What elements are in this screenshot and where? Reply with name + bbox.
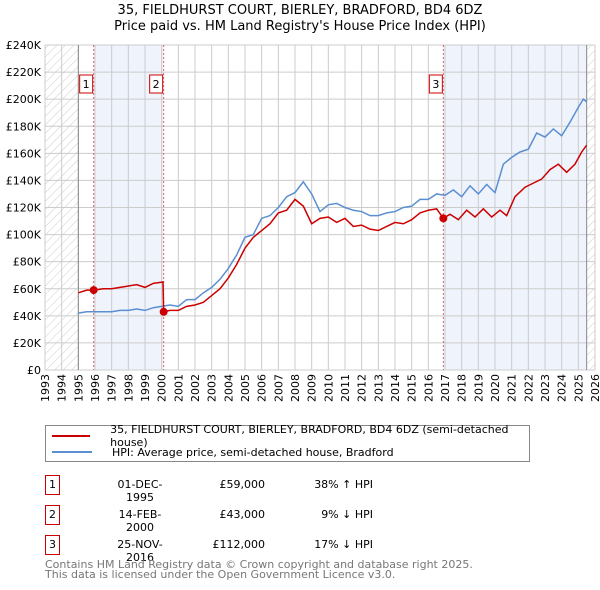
x-tick-label: 2015	[406, 374, 419, 402]
table-row: 1 01-DEC-1995 £59,000 38% ↑ HPI	[45, 475, 545, 504]
sale-label: 1	[83, 78, 90, 91]
y-tick-label: £160K	[6, 147, 42, 160]
x-tick-label: 2021	[506, 374, 519, 402]
y-tick-label: £180K	[6, 120, 42, 133]
sale-price: £112,000	[212, 538, 266, 551]
x-tick-label: 2011	[339, 374, 352, 402]
hpi-line	[78, 98, 588, 314]
y-tick-label: £40K	[13, 310, 42, 323]
x-tick-label: 2014	[389, 374, 402, 402]
sale-price: £43,000	[219, 508, 266, 521]
x-tick-label: 2022	[522, 374, 535, 402]
sale-badge: 1	[45, 475, 60, 495]
chart-title: 35, FIELDHURST COURT, BIERLEY, BRADFORD,…	[117, 3, 483, 18]
x-tick-label: 2002	[189, 374, 202, 402]
sale-date: 01-DEC-1995	[117, 478, 163, 504]
y-tick-label: £240K	[6, 39, 42, 52]
footer: Contains HM Land Registry data © Crown c…	[45, 558, 473, 581]
legend-item-property: 35, FIELDHURST COURT, BIERLEY, BRADFORD,…	[52, 423, 529, 449]
x-tick-label: 2004	[222, 374, 235, 402]
sale-point	[159, 307, 168, 316]
x-tick-label: 2016	[422, 374, 435, 402]
x-tick-label: 2003	[206, 374, 219, 402]
x-tick-label: 2019	[472, 374, 485, 402]
sale-label-box	[79, 74, 94, 94]
legend-label-property: 35, FIELDHURST COURT, BIERLEY, BRADFORD,…	[110, 423, 509, 449]
x-tick-label: 2006	[256, 374, 269, 402]
property-price-line	[78, 144, 588, 313]
price-chart: 1993 1994 1995 1996 1997 1998 1999 2000 2001 2002…	[6, 39, 600, 402]
sale-price: £59,000	[219, 478, 266, 491]
sale-label-box	[149, 74, 164, 94]
legend-swatch-hpi	[52, 451, 92, 453]
x-tick-label: 1996	[89, 374, 102, 402]
y-tick-label: £220K	[6, 66, 42, 79]
footer-line-2: This data is licensed under the Open Gov…	[45, 568, 396, 581]
y-tick-label: £60K	[13, 283, 42, 296]
y-tick-label: £0	[27, 364, 41, 377]
x-tick-label: 2009	[306, 374, 319, 402]
sale-label-box	[428, 74, 443, 94]
x-tick-label: 2026	[589, 374, 600, 402]
x-tick-label: 2013	[372, 374, 385, 402]
x-tick-label: 2018	[456, 374, 469, 402]
x-tick-label: 1994	[56, 374, 69, 402]
x-tick-label: 1998	[122, 374, 135, 402]
x-tick-label: 2007	[272, 374, 285, 402]
x-tick-label: 1995	[72, 374, 85, 402]
sale-date: 14-FEB-2000	[118, 508, 162, 534]
x-tick-label: 1993	[39, 374, 52, 402]
sale-hpi-diff: 9% ↓ HPI	[321, 508, 373, 521]
x-tick-label: 2020	[489, 374, 502, 402]
x-tick-label: 1997	[106, 374, 119, 402]
footer-line-1: Contains HM Land Registry data © Crown c…	[45, 558, 473, 571]
legend-label-hpi: HPI: Average price, semi-detached house,…	[112, 445, 394, 459]
x-tick-label: 2008	[289, 374, 302, 402]
sale-date: 25-NOV-2016	[117, 538, 163, 564]
x-tick-label: 2012	[356, 374, 369, 402]
y-tick-label: £140K	[6, 174, 42, 187]
x-tick-label: 2023	[539, 374, 552, 402]
table-row: 2 14-FEB-2000 £43,000 9% ↓ HPI	[45, 505, 545, 534]
sale-point	[439, 214, 448, 223]
x-tick-label: 2010	[322, 374, 335, 402]
sale-label: 2	[153, 78, 160, 91]
legend-item-hpi: HPI: Average price, semi-detached house,…	[52, 444, 394, 460]
table-row: 3 25-NOV-2016 £112,000 17% ↓ HPI	[45, 535, 545, 564]
sale-point	[89, 286, 98, 295]
sale-badge: 2	[45, 505, 60, 525]
y-tick-label: £120K	[6, 202, 42, 215]
x-tick-label: 1999	[139, 374, 152, 402]
chart-subtitle: Price paid vs. HM Land Registry's House …	[114, 19, 486, 34]
x-tick-label: 2001	[172, 374, 185, 402]
sale-label: 3	[432, 78, 439, 91]
sale-hpi-diff: 38% ↑ HPI	[314, 478, 373, 491]
legend-swatch-property	[52, 435, 91, 437]
y-tick-label: £20K	[13, 337, 42, 350]
y-tick-label: £80K	[13, 256, 42, 269]
x-tick-label: 2000	[156, 374, 169, 402]
x-tick-label: 2017	[439, 374, 452, 402]
sale-badge: 3	[45, 535, 60, 555]
x-tick-label: 2025	[572, 374, 585, 402]
sale-hpi-diff: 17% ↓ HPI	[314, 538, 373, 551]
y-tick-label: £100K	[6, 229, 42, 242]
x-tick-label: 2005	[239, 374, 252, 402]
x-tick-label: 2024	[556, 374, 569, 402]
y-tick-label: £200K	[6, 93, 42, 106]
legend: 35, FIELDHURST COURT, BIERLEY, BRADFORD,…	[45, 423, 530, 462]
